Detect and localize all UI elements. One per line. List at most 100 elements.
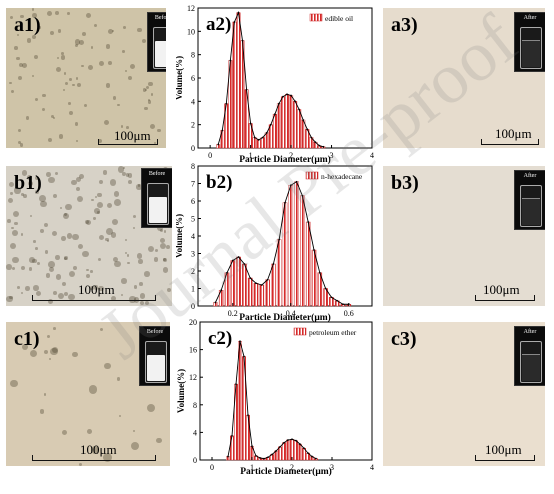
bar [311,249,317,307]
bar [289,439,294,461]
data-point [318,271,321,274]
data-point [269,123,272,126]
data-point [322,145,325,148]
droplet [85,12,91,18]
droplet [125,239,128,242]
droplet [51,346,58,353]
droplet [53,193,57,198]
y-tick-label: 0 [191,144,195,153]
droplet [12,257,19,264]
droplet [48,357,51,361]
data-point [231,259,234,262]
y-tick-label: 4 [191,232,195,241]
data-point [261,136,264,139]
droplet [147,99,151,102]
droplet [112,219,118,225]
bar [272,113,277,149]
droplet [74,44,79,48]
droplet [12,229,19,236]
bar [260,137,265,149]
droplet [77,83,82,88]
data-point [318,144,321,147]
droplet [97,257,101,261]
data-point [286,93,288,96]
droplet [90,46,93,49]
droplet [65,81,69,86]
droplet [62,88,65,91]
data-point [257,138,260,141]
droplet [74,122,79,126]
droplet [111,29,115,33]
droplet [21,343,29,351]
droplet [147,100,152,105]
droplet [148,81,153,87]
droplet [38,194,46,202]
droplet [102,453,112,463]
droplet [31,74,34,78]
legend-label: petroleum ether [309,328,357,337]
bar [265,279,270,307]
y-tick-label: 8 [191,162,195,171]
droplet [48,176,55,184]
bar [236,12,241,149]
droplet [35,247,38,251]
data-point [217,143,220,146]
micrograph-a1: a1) Before 100μm [6,8,166,148]
droplet [107,202,113,208]
droplet [55,171,59,175]
droplet [47,11,52,17]
y-axis-label: Volume(%) [176,369,186,413]
bottle-icon-milky [147,183,169,225]
micrograph-a3: a3) After 100μm [383,8,545,148]
droplet [61,430,67,436]
bar [282,202,288,307]
panel-label: a2) [206,14,231,35]
droplet [144,106,148,110]
droplet [91,198,94,202]
y-axis-label: Volume(%) [176,56,184,100]
data-point [249,122,252,125]
y-tick-label: 8 [191,51,195,60]
droplet [105,237,109,242]
droplet [97,192,102,197]
bar [230,435,235,461]
droplet [154,141,157,144]
scale-bar-b1 [32,295,156,301]
y-tick-label: 16 [189,346,197,355]
droplet [39,229,44,234]
x-tick-label: 0 [208,151,212,160]
droplet [41,93,46,98]
data-point [279,445,281,448]
x-tick-label: 3 [330,151,334,160]
droplet [6,264,12,270]
droplet [120,293,124,297]
droplet [93,284,99,290]
bar [285,439,290,461]
droplet [86,220,92,226]
data-point [311,455,313,458]
droplet [63,212,70,219]
droplet [99,327,103,332]
droplet [97,138,102,144]
droplet [20,14,24,18]
bar [256,139,261,149]
bar [236,256,241,307]
droplet [48,261,55,268]
scale-label-b1: 100μm [78,282,115,297]
droplet [22,62,28,68]
bar [281,442,286,461]
droplet [69,77,72,81]
droplet [26,174,33,181]
droplet [96,211,100,214]
after-tag-a: After [523,15,537,21]
data-point [278,102,280,105]
droplet [122,26,126,29]
droplet [57,292,64,299]
droplet [61,281,66,286]
droplet [39,409,44,414]
droplet [90,286,94,290]
droplet [156,437,162,444]
data-point [298,108,301,111]
droplet [67,12,71,16]
droplet [43,223,48,228]
